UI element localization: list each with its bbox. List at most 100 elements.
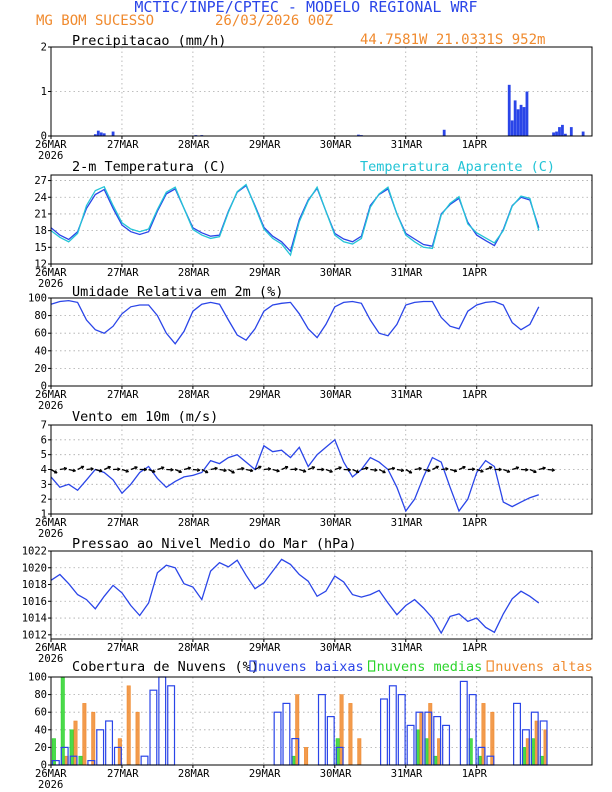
wind-arrow-head [161,466,165,470]
cloud-bar-nuvens-baixas [397,693,406,766]
wind-arrow [183,467,191,471]
y-tick-label: 0 [41,131,47,143]
x-date-label: 30MAR [320,768,352,780]
y-tick-label: 0 [41,381,47,393]
x-year-label: 2026 [38,779,63,791]
wind-arrow [281,466,289,471]
wind-arrow [485,466,493,471]
precip-bar [442,129,446,136]
y-tick-label: 1018 [22,579,47,591]
y-tick-label: 60 [34,328,47,340]
x-date-label: 28MAR [178,267,210,279]
panel-title: Precipitacao (mm/h) [72,33,226,49]
x-date-label: 28MAR [178,139,210,151]
cloud-bar-nuvens-baixas [442,724,451,766]
wind-arrow [423,468,431,472]
x-date-label: 31MAR [391,389,423,401]
cloud-bar-nuvens-baixas [273,711,282,766]
x-date-label: 29MAR [249,139,281,151]
precip-bar [357,134,360,136]
wind-arrow [511,466,520,471]
precip-bar [99,132,103,136]
legend-label: nuvens baixas [258,659,364,675]
wind-arrow [192,468,200,471]
x-year-label: 2026 [38,528,63,540]
x-year-label: 2026 [38,653,63,665]
wind-arrow [414,467,422,471]
cloud-bar-nuvens-baixas [513,702,521,766]
x-date-label: 1APR [462,389,488,401]
y-tick-label: 40 [34,724,47,736]
cloud-bar-nuvens-medias [78,755,83,766]
panel-frame [50,297,593,387]
cloud-bar-nuvens-altas [135,711,140,766]
panel-precip: 0 1 2 26MAR 27MAR 28MAR 29MAR 30MAR 31MAR 1APR 202… [35,33,593,162]
wind-arrow-head [374,468,378,472]
wind-arrow-head [170,467,174,472]
wind-arrow-head [134,466,138,470]
precip-bar [513,100,517,136]
precip-bar [93,134,97,136]
run-label: 26/03/2026 00Z [215,13,333,29]
x-date-label: 31MAR [391,642,423,654]
panel-title: Vento em 10m (m/s) [72,409,218,425]
x-date-label: 26MAR [35,768,67,780]
wind-arrow-head [365,466,369,471]
wind-arrow-head [533,469,537,474]
wind-arrow [334,466,342,471]
wind-arrow [148,468,156,473]
wind-arrow-head [117,467,121,472]
precip-bar [563,133,567,136]
precip-bar [552,132,555,136]
x-date-label: 27MAR [107,267,139,279]
wind-arrow [59,467,67,471]
x-date-label: 26MAR [35,139,67,151]
wind-arrow [157,466,165,471]
x-date-label: 26MAR [35,389,67,401]
precip-bar [507,84,511,136]
wind-arrow [201,468,209,474]
wind-arrow-head [347,467,351,472]
wind-arrow-head [267,467,272,471]
y-tick-label: 1012 [22,629,47,641]
y-tick-label: 80 [34,310,47,322]
precip-bar [561,124,564,136]
wind-arrow-head [338,466,342,470]
wind-arrow-head [72,468,76,473]
x-date-label: 30MAR [320,642,352,654]
series-line [50,299,540,345]
wind-arrow-head [400,468,405,473]
wind-arrow-head [214,466,218,471]
y-tick-label: 12 [34,259,47,271]
wind-arrow-head [107,465,112,470]
wind-arrow-head [382,469,386,474]
y-tick-label: 18 [34,225,47,237]
x-date-label: 1APR [462,139,488,151]
x-date-label: 29MAR [249,267,281,279]
wind-arrow [103,466,111,471]
panel-frame [50,550,593,640]
x-date-label: 26MAR [35,517,67,529]
y-tick-label: 5 [41,449,47,461]
wind-arrow-head [418,466,422,471]
wind-arrow [387,467,395,471]
x-date-label: 27MAR [107,389,139,401]
y-tick-label: 27 [34,175,47,187]
series-line [50,438,540,513]
panel-clouds: 0 20 40 60 80 100 26MAR 27MAR 28MAR 29MAR 30MAR 31M… [28,659,593,791]
x-date-label: 31MAR [391,139,423,151]
wind-arrow-head [311,466,316,470]
y-tick-label: 1014 [22,613,47,625]
legend-label: nuvens medias [377,659,483,675]
wind-arrow [130,466,138,471]
wind-arrow [538,467,546,471]
panel-frame [50,174,593,265]
precip-bar [522,107,526,136]
y-tick-label: 20 [34,363,47,375]
wind-arrow-head [498,467,502,472]
y-tick-label: 100 [28,672,47,684]
wind-arrow [449,468,458,472]
wind-arrow-head [90,467,94,471]
wind-arrow [503,468,511,473]
